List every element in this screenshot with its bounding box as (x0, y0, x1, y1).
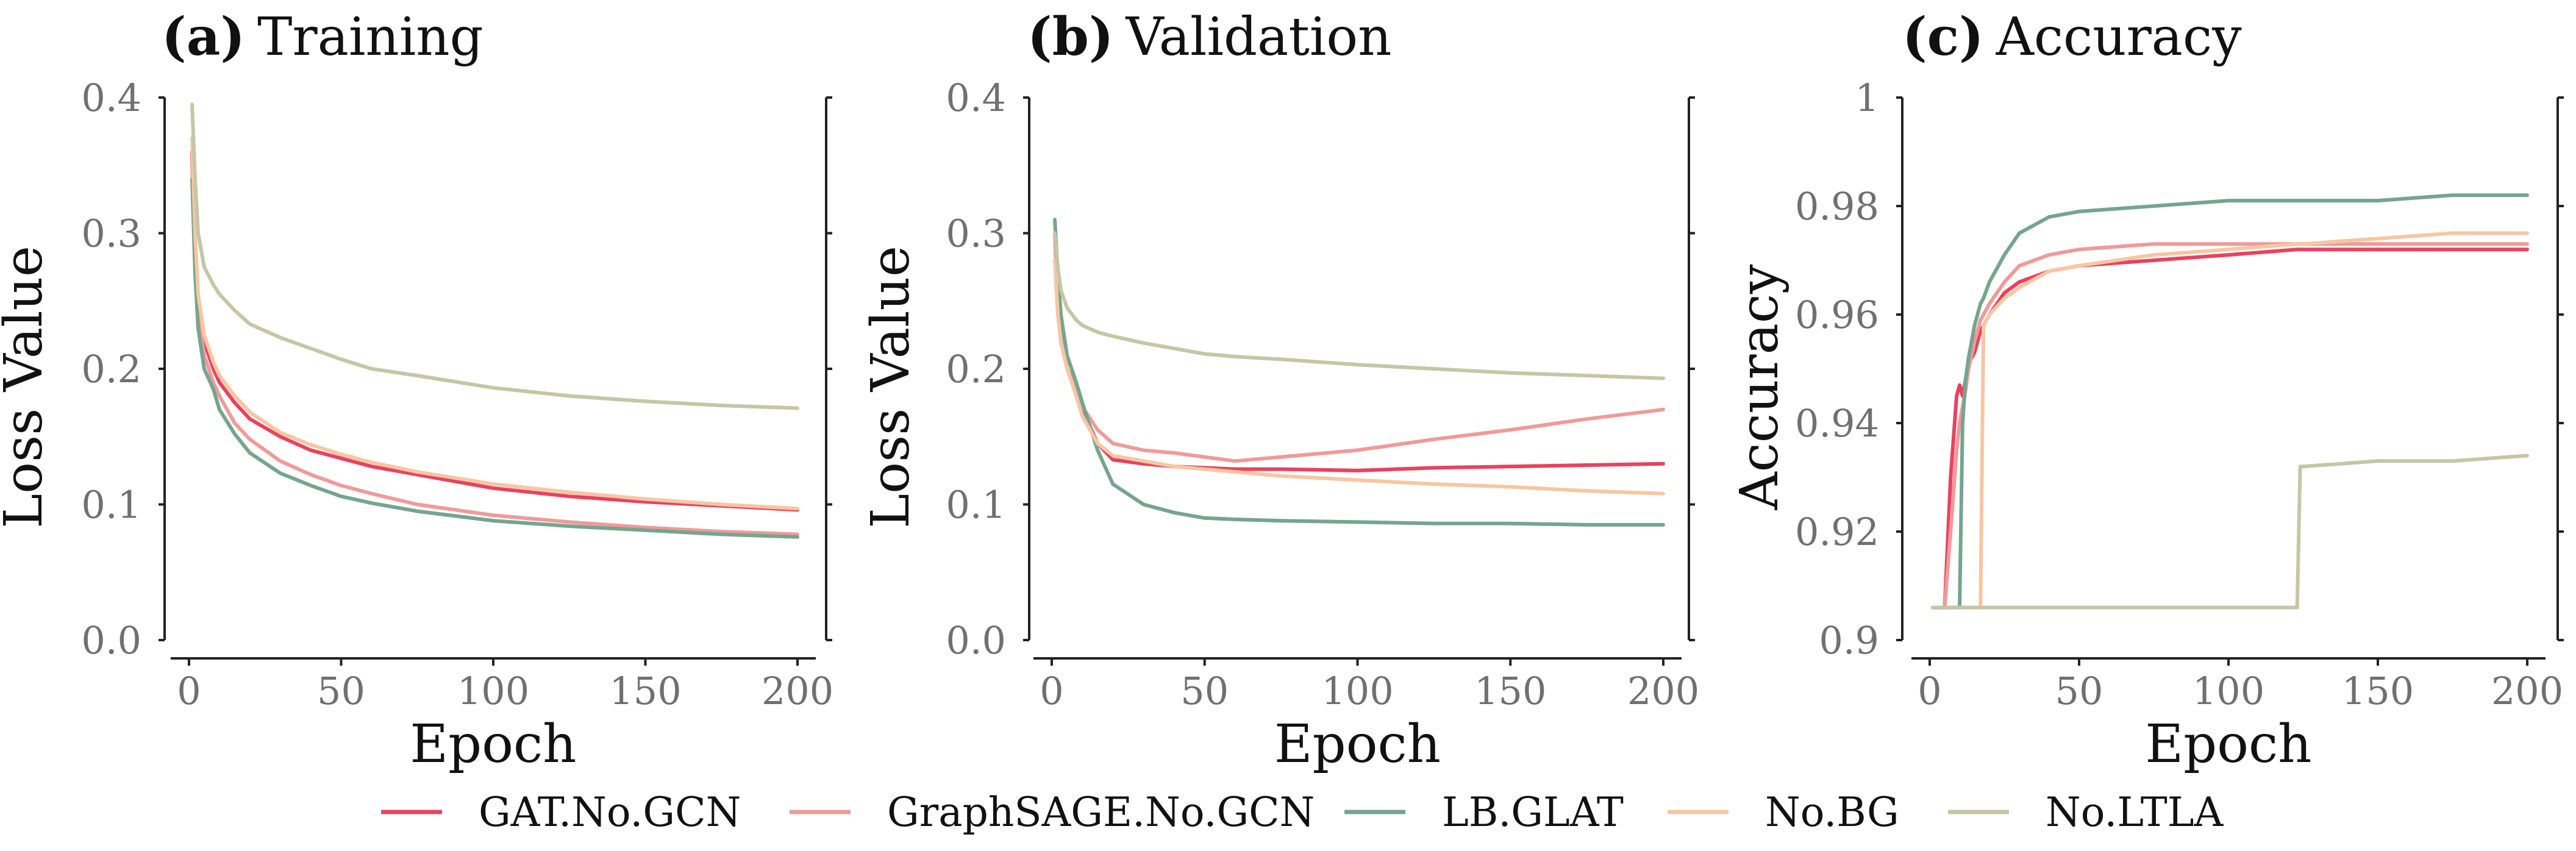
x-tick-label: 200 (762, 669, 833, 713)
panel-title-text: Training (257, 7, 483, 68)
x-tick-label: 50 (317, 669, 365, 713)
y-tick-label: 0.1 (946, 483, 1006, 527)
series-line-lb-glat (190, 177, 799, 539)
series-line-lb-glat (1930, 193, 2529, 610)
series-line-no-ltla (1053, 231, 1665, 380)
panel-title-text: Validation (1126, 7, 1392, 68)
legend-item-gat-no-gcn: GAT.No.GCN (381, 789, 741, 836)
series-line-no-ltla (1930, 454, 2529, 610)
legend-item-no-bg: No.BG (1668, 789, 1899, 836)
x-axis-title: Epoch (1274, 714, 1441, 775)
series-line-gat-no-gcn (1053, 231, 1665, 472)
series-line-graphsage-no-gcn (190, 163, 799, 536)
legend-label: GraphSAGE.No.GCN (887, 789, 1315, 836)
x-tick-label: 50 (1180, 669, 1229, 713)
x-tick-label: 100 (2192, 669, 2264, 713)
y-axis-title: Accuracy (1729, 264, 1790, 510)
y-tick-label: 0.3 (81, 212, 141, 256)
series-line-gat-no-gcn (190, 150, 799, 512)
x-tick-label: 200 (2491, 669, 2563, 713)
panel-title: (c) Accuracy (1902, 6, 2242, 68)
legend: GAT.No.GCN GraphSAGE.No.GCN LB.GLAT No.BG No… (381, 789, 2224, 836)
x-tick-label: 0 (1040, 669, 1063, 713)
y-tick-label: 0.2 (81, 347, 141, 391)
legend-item-lb-glat: LB.GLAT (1344, 789, 1624, 836)
panel-validation: (b) Validation 0.0 0.1 0.2 0.3 0.4 0 50 100 150 200… (860, 6, 1699, 775)
legend-label: LB.GLAT (1442, 789, 1624, 836)
panel-title-text: Accuracy (1996, 7, 2242, 68)
y-tick-label: 0.98 (1795, 184, 1879, 229)
series-line-graphsage-no-gcn (1053, 231, 1665, 463)
panel-title: (a) Training (162, 6, 483, 68)
series-line-no-bg (190, 136, 799, 511)
panel-letter: (b) (1027, 6, 1114, 68)
legend-label: No.LTLA (2046, 789, 2224, 836)
y-tick-label: 0.92 (1795, 510, 1879, 554)
x-tick-label: 0 (1918, 669, 1941, 713)
series-line-no-bg (1930, 231, 2529, 610)
x-tick-label: 150 (1474, 669, 1546, 713)
legend-label: GAT.No.GCN (479, 789, 741, 836)
x-tick-label: 150 (609, 669, 681, 713)
y-axis-title: Loss Value (0, 246, 54, 529)
legend-item-no-ltla: No.LTLA (1948, 789, 2224, 836)
y-tick-label: 0.0 (946, 618, 1006, 663)
panel-training: (a) Training 0.0 0.1 0.2 0.3 0.4 0 50 100 150 200 Ep… (0, 6, 833, 775)
y-tick-label: 0.94 (1795, 401, 1879, 446)
x-tick-label: 200 (1627, 669, 1699, 713)
legend-item-graphsage-no-gcn: GraphSAGE.No.GCN (790, 789, 1315, 836)
panel-letter: (a) (162, 6, 245, 68)
x-tick-label: 50 (2055, 669, 2103, 713)
panel-letter: (c) (1902, 6, 1984, 68)
legend-label: No.BG (1765, 789, 1899, 836)
x-tick-label: 0 (177, 669, 201, 713)
y-tick-label: 0.1 (81, 483, 141, 527)
series-line-no-ltla (190, 102, 799, 410)
y-tick-label: 0.4 (81, 76, 141, 120)
y-tick-label: 0.2 (946, 347, 1006, 391)
x-tick-label: 100 (457, 669, 529, 713)
x-axis-title: Epoch (2145, 714, 2311, 775)
y-tick-label: 0.3 (946, 212, 1006, 256)
series-line-no-bg (1053, 258, 1665, 496)
y-tick-label: 1 (1855, 76, 1879, 120)
y-tick-label: 0.96 (1795, 293, 1879, 337)
y-tick-label: 0.9 (1819, 618, 1879, 663)
y-tick-label: 0.4 (946, 76, 1006, 120)
x-axis-title: Epoch (410, 714, 576, 775)
y-tick-label: 0.0 (81, 618, 141, 663)
series-line-lb-glat (1053, 218, 1665, 527)
series-line-graphsage-no-gcn (1930, 242, 2529, 610)
y-axis-title: Loss Value (860, 246, 921, 529)
panel-title: (b) Validation (1027, 6, 1392, 68)
x-tick-label: 100 (1321, 669, 1393, 713)
x-tick-label: 150 (2342, 669, 2414, 713)
series-line-gat-no-gcn (1930, 247, 2529, 610)
